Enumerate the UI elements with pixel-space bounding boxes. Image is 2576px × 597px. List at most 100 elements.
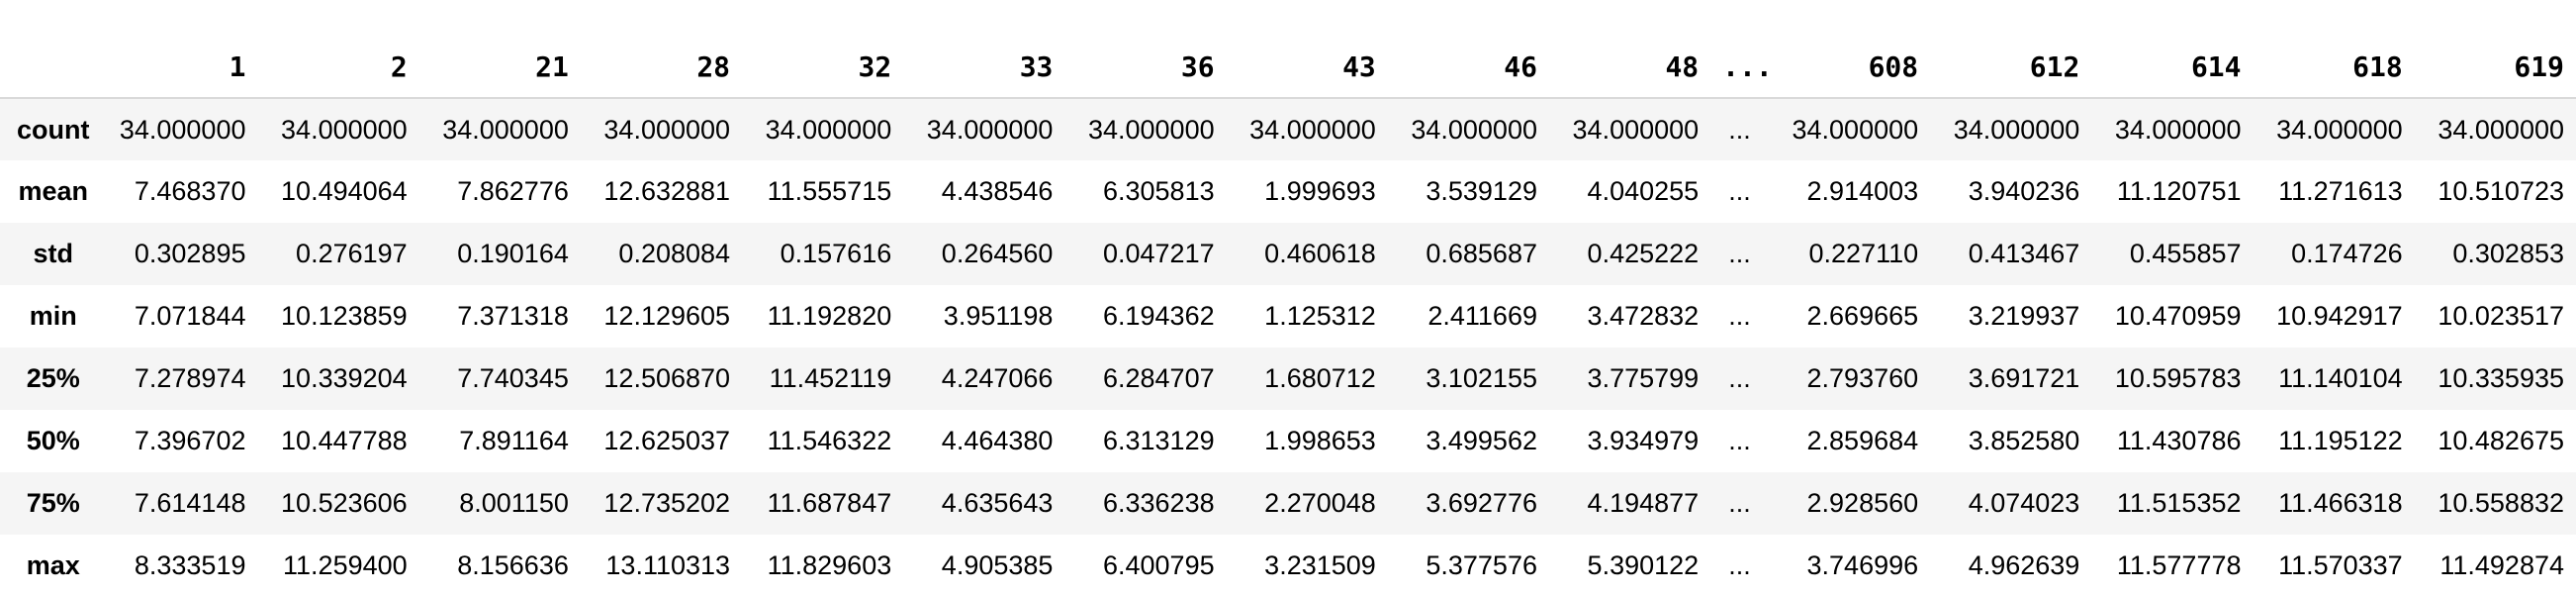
- table-cell: 5.390122: [1587, 550, 1700, 580]
- table-cell: 11.259400: [283, 550, 408, 580]
- table-cell: 4.905385: [941, 550, 1054, 580]
- table-cell: 3.691721: [1968, 363, 2080, 393]
- table-cell: 0.276197: [296, 239, 408, 268]
- table-cell: 12.506870: [603, 363, 731, 393]
- table-cell: 10.470959: [2114, 301, 2242, 331]
- table-cell: 34.000000: [1572, 114, 1700, 145]
- table-cell: 34.000000: [765, 114, 892, 145]
- describe-table: 1 2 21 28 32 33 36 43 46 48 ... 608 612 …: [0, 36, 2576, 597]
- table-cell: 12.735202: [603, 488, 731, 518]
- table-cell: 10.335935: [2438, 363, 2564, 393]
- row-index-label: 25%: [26, 363, 80, 393]
- table-cell: 4.194877: [1587, 488, 1700, 518]
- row-index-label: std: [33, 239, 73, 268]
- column-header: 608: [1768, 36, 1931, 99]
- table-cell: 3.934979: [1587, 426, 1700, 455]
- table-cell: 4.962639: [1968, 550, 2080, 580]
- table-cell: 7.396702: [134, 426, 246, 455]
- ellipsis-cell: ...: [1728, 114, 1751, 145]
- table-cell: 10.558832: [2438, 488, 2564, 518]
- ellipsis-cell: ...: [1728, 301, 1751, 331]
- table-cell: 7.371318: [457, 301, 569, 331]
- table-cell: 34.000000: [1087, 114, 1215, 145]
- table-cell: 3.746996: [1806, 550, 1919, 580]
- table-cell: 3.852580: [1968, 426, 2080, 455]
- table-cell: 11.430786: [2116, 426, 2242, 455]
- table-row: mean 7.468370 10.494064 7.862776 12.632881 11…: [0, 160, 2576, 223]
- table-cell: 7.071844: [134, 301, 246, 331]
- row-index-label: min: [29, 301, 77, 331]
- row-index-label: 75%: [26, 488, 80, 518]
- row-index-label: max: [26, 550, 80, 580]
- table-cell: 6.400795: [1102, 550, 1215, 580]
- column-header: 32: [742, 36, 904, 99]
- table-cell: 11.452119: [769, 363, 892, 393]
- table-cell: 1.999693: [1264, 176, 1376, 206]
- row-index-label: mean: [18, 176, 88, 206]
- column-header: 43: [1226, 36, 1388, 99]
- ellipsis-cell: ...: [1728, 363, 1751, 393]
- table-cell: 8.333519: [134, 550, 246, 580]
- ellipsis-cell: ...: [1728, 239, 1751, 268]
- table-cell: 10.523606: [281, 488, 408, 518]
- column-header: 48: [1548, 36, 1711, 99]
- table-cell: 0.413467: [1968, 239, 2080, 268]
- table-cell: 0.460618: [1264, 239, 1376, 268]
- table-cell: 34.000000: [1792, 114, 1919, 145]
- table-cell: 11.577778: [2116, 550, 2242, 580]
- table-body: count 34.000000 34.000000 34.000000 34.00000…: [0, 98, 2576, 597]
- table-cell: 2.793760: [1806, 363, 1919, 393]
- table-cell: 10.339204: [281, 363, 408, 393]
- table-cell: 6.336238: [1102, 488, 1215, 518]
- table-cell: 11.466318: [2278, 488, 2403, 518]
- table-cell: 8.156636: [457, 550, 569, 580]
- table-cell: 7.862776: [457, 176, 569, 206]
- table-cell: 10.595783: [2114, 363, 2242, 393]
- table-cell: 13.110313: [605, 550, 731, 580]
- table-cell: 1.125312: [1264, 301, 1376, 331]
- table-cell: 3.499562: [1426, 426, 1537, 455]
- table-cell: 11.687847: [767, 488, 892, 518]
- table-row: std 0.302895 0.276197 0.190164 0.208084 0.157…: [0, 223, 2576, 285]
- column-header: 618: [2253, 36, 2415, 99]
- table-cell: 2.928560: [1806, 488, 1919, 518]
- table-cell: 10.447788: [281, 426, 408, 455]
- table-cell: 34.000000: [2438, 114, 2564, 145]
- table-row: max 8.333519 11.259400 8.156636 13.110313 11.…: [0, 535, 2576, 597]
- table-cell: 4.040255: [1587, 176, 1700, 206]
- dataframe-container: 1 2 21 28 32 33 36 43 46 48 ... 608 612 …: [0, 36, 2576, 597]
- table-cell: 10.942917: [2276, 301, 2403, 331]
- table-cell: 6.194362: [1102, 301, 1215, 331]
- table-cell: 4.247066: [941, 363, 1054, 393]
- table-row: 50% 7.396702 10.447788 7.891164 12.625037 11.…: [0, 410, 2576, 472]
- table-cell: 4.635643: [941, 488, 1054, 518]
- table-cell: 34.000000: [603, 114, 731, 145]
- ellipsis-cell: ...: [1728, 488, 1751, 518]
- table-cell: 10.123859: [281, 301, 408, 331]
- table-cell: 3.940236: [1968, 176, 2080, 206]
- table-cell: 34.000000: [281, 114, 408, 145]
- table-cell: 11.555715: [767, 176, 892, 206]
- table-cell: 12.129605: [603, 301, 731, 331]
- header-row: 1 2 21 28 32 33 36 43 46 48 ... 608 612 …: [0, 36, 2576, 99]
- ellipsis-cell: ...: [1728, 426, 1751, 455]
- table-cell: 7.468370: [134, 176, 246, 206]
- table-cell: 10.510723: [2438, 176, 2564, 206]
- table-cell: 2.859684: [1806, 426, 1919, 455]
- table-cell: 34.000000: [1249, 114, 1376, 145]
- table-cell: 11.140104: [2278, 363, 2403, 393]
- ellipsis-column-header: ...: [1710, 36, 1769, 99]
- table-cell: 0.455857: [2129, 239, 2242, 268]
- table-row: 75% 7.614148 10.523606 8.001150 12.735202 11.…: [0, 472, 2576, 535]
- table-cell: 1.998653: [1264, 426, 1376, 455]
- row-index-label: 50%: [26, 426, 80, 455]
- table-cell: 7.614148: [134, 488, 246, 518]
- table-cell: 0.302853: [2452, 239, 2564, 268]
- table-cell: 0.302895: [134, 239, 246, 268]
- table-cell: 11.195122: [2278, 426, 2403, 455]
- table-cell: 0.264560: [941, 239, 1054, 268]
- table-cell: 11.192820: [767, 301, 892, 331]
- table-cell: 6.313129: [1102, 426, 1215, 455]
- table-cell: 2.669665: [1806, 301, 1919, 331]
- table-cell: 8.001150: [459, 488, 569, 518]
